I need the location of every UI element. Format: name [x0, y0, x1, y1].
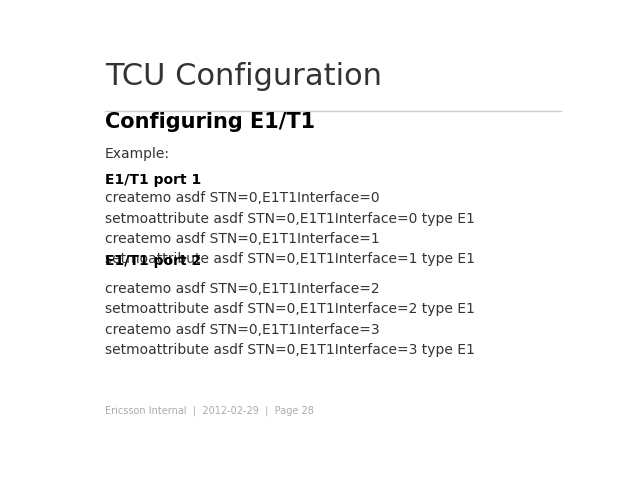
Text: E1/T1 port 1: E1/T1 port 1 [105, 173, 201, 187]
Bar [573, 13, 623, 20]
Text: setmoattribute asdf STN=0,E1T1Interface=2 type E1: setmoattribute asdf STN=0,E1T1Interface=… [105, 302, 475, 316]
Text: Configuring E1/T1: Configuring E1/T1 [105, 111, 315, 132]
Text: createmo asdf STN=0,E1T1Interface=2: createmo asdf STN=0,E1T1Interface=2 [105, 282, 380, 296]
Bar [573, 36, 623, 43]
Text: Example:: Example: [105, 147, 170, 161]
Text: setmoattribute asdf STN=0,E1T1Interface=1 type E1: setmoattribute asdf STN=0,E1T1Interface=… [105, 252, 475, 266]
Text: setmoattribute asdf STN=0,E1T1Interface=0 type E1: setmoattribute asdf STN=0,E1T1Interface=… [105, 212, 475, 226]
Text: ERICSSON: ERICSSON [579, 47, 618, 53]
Text: E1/T1 port 2: E1/T1 port 2 [105, 254, 201, 268]
Text: createmo asdf STN=0,E1T1Interface=0: createmo asdf STN=0,E1T1Interface=0 [105, 192, 380, 205]
Text: setmoattribute asdf STN=0,E1T1Interface=3 type E1: setmoattribute asdf STN=0,E1T1Interface=… [105, 343, 475, 357]
Bar [573, 25, 623, 32]
Text: Ericsson Internal  |  2012-02-29  |  Page 28: Ericsson Internal | 2012-02-29 | Page 28 [105, 406, 314, 416]
Text: TCU Configuration: TCU Configuration [105, 62, 382, 91]
Text: createmo asdf STN=0,E1T1Interface=1: createmo asdf STN=0,E1T1Interface=1 [105, 232, 380, 246]
Text: createmo asdf STN=0,E1T1Interface=3: createmo asdf STN=0,E1T1Interface=3 [105, 323, 380, 336]
